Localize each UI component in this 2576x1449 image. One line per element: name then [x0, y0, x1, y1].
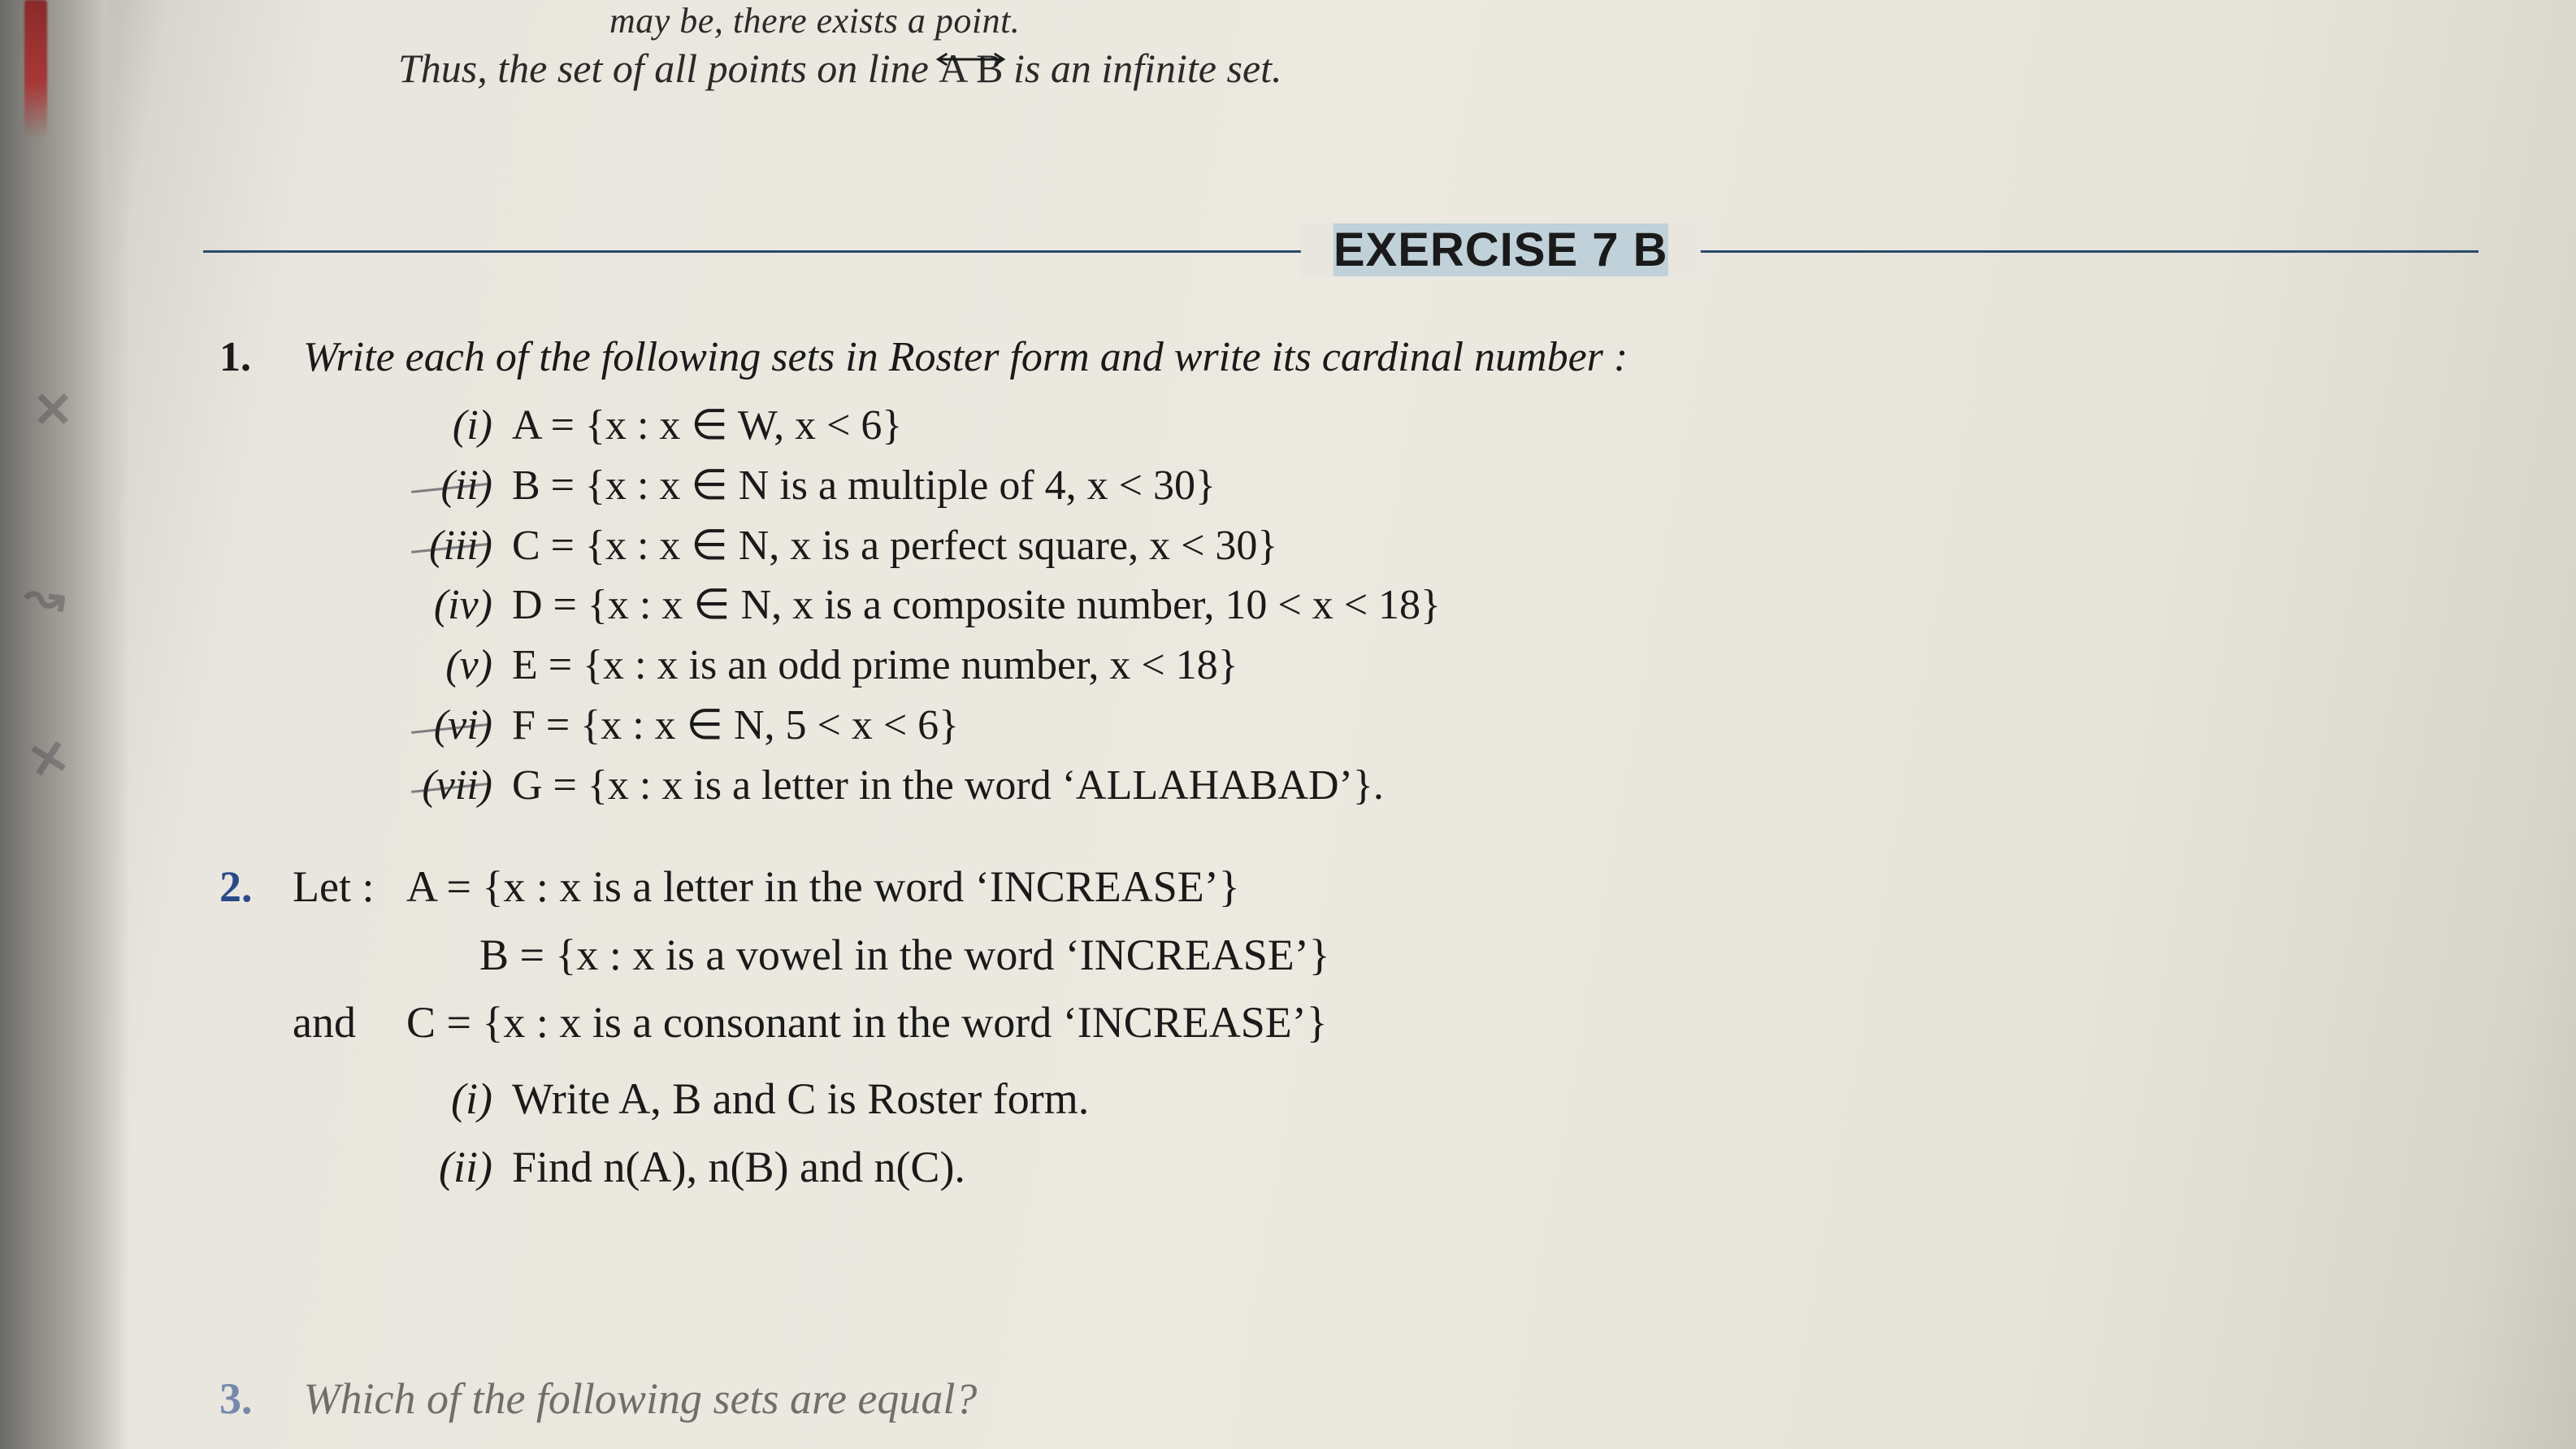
- q3-stem-text: Which of the following sets are equal?: [304, 1374, 978, 1423]
- page-content: may be, there exists a point. Thus, the …: [187, 0, 2511, 1449]
- top-partial-line2: Thus, the set of all points on line A B …: [398, 45, 2511, 92]
- q1-item: (i) A = {x : x ∈ W, x < 6}: [406, 396, 2478, 456]
- q1-item-label: (v): [406, 636, 512, 696]
- q1-stem: 1. Write each of the following sets in R…: [219, 333, 2478, 381]
- q2-line-a: 2. Let : A = {x : x is a letter in the w…: [219, 853, 2478, 922]
- q2-line-b: B = {x : x is a vowel in the word ‘INCRE…: [219, 922, 2478, 990]
- top-partial-line1: may be, there exists a point.: [609, 0, 2511, 41]
- q2-set-c: C = {x : x is a consonant in the word ‘I…: [406, 989, 1328, 1057]
- question-2: 2. Let : A = {x : x is a letter in the w…: [219, 853, 2478, 1201]
- q1-item-body: E = {x : x is an odd prime number, x < 1…: [512, 636, 2478, 696]
- top-partial-text: may be, there exists a point. Thus, the …: [187, 0, 2511, 92]
- q2-line-c: and C = {x : x is a consonant in the wor…: [219, 989, 2478, 1057]
- q2-sub-label: (ii): [406, 1134, 512, 1202]
- q1-item: (iii) C = {x : x ∈ N, x is a perfect squ…: [406, 516, 2478, 576]
- q1-item-body: D = {x : x ∈ N, x is a composite number,…: [512, 575, 2478, 636]
- q2-subitems: (i) Write A, B and C is Roster form. (ii…: [406, 1065, 2478, 1201]
- spine-red-strip: [24, 0, 47, 138]
- pencil-mark-icon: ✕: [33, 382, 73, 439]
- q1-item: (v) E = {x : x is an odd prime number, x…: [406, 636, 2478, 696]
- question-3: 3. Which of the following sets are equal…: [219, 1373, 2478, 1424]
- q1-item-label: (ii): [406, 456, 512, 516]
- q2-lead: Let :: [293, 853, 406, 922]
- q1-item-label: (i): [406, 396, 512, 456]
- q2-subitem: (ii) Find n(A), n(B) and n(C).: [406, 1134, 2478, 1202]
- section-divider: EXERCISE 7 B: [203, 203, 2478, 301]
- double-arrow-icon: [934, 30, 1008, 46]
- q1-item-body: C = {x : x ∈ N, x is a perfect square, x…: [512, 516, 2478, 576]
- q2-set-a: A = {x : x is a letter in the word ‘INCR…: [406, 853, 1240, 922]
- q1-item-label: (vi): [406, 696, 512, 756]
- pencil-mark-icon: ↝: [20, 566, 69, 628]
- q1-item: (iv) D = {x : x ∈ N, x is a composite nu…: [406, 575, 2478, 636]
- q1-item-body: B = {x : x ∈ N is a multiple of 4, x < 3…: [512, 456, 2478, 516]
- top-partial-post: is an infinite set.: [1013, 46, 1282, 91]
- q1-item: (vii) G = {x : x is a letter in the word…: [406, 756, 2478, 816]
- q1-item-body: F = {x : x ∈ N, 5 < x < 6}: [512, 696, 2478, 756]
- q1-item: (ii) B = {x : x ∈ N is a multiple of 4, …: [406, 456, 2478, 516]
- q2-sub-body: Find n(A), n(B) and n(C).: [512, 1134, 965, 1202]
- top-partial-pre: Thus, the set of all points on line: [398, 46, 939, 91]
- q2-number: 2.: [219, 853, 293, 922]
- q2-set-b: B = {x : x is a vowel in the word ‘INCRE…: [479, 922, 1330, 990]
- q1-item-label: (vii): [406, 756, 512, 816]
- exercise-label-text: EXERCISE 7 B: [1334, 223, 1668, 276]
- page-binding-shadow: [0, 0, 130, 1449]
- question-1: 1. Write each of the following sets in R…: [219, 333, 2478, 816]
- q1-items: (i) A = {x : x ∈ W, x < 6} (ii) B = {x :…: [406, 396, 2478, 816]
- q2-and: and: [293, 989, 406, 1057]
- q1-item-label: (iv): [406, 575, 512, 636]
- q1-item: (vi) F = {x : x ∈ N, 5 < x < 6}: [406, 696, 2478, 756]
- q1-item-body: A = {x : x ∈ W, x < 6}: [512, 396, 2478, 456]
- line-ab-symbol: A B: [939, 45, 1003, 92]
- q1-item-body: G = {x : x is a letter in the word ‘ALLA…: [512, 756, 2478, 816]
- q1-number: 1.: [219, 333, 293, 381]
- q2-subitem: (i) Write A, B and C is Roster form.: [406, 1065, 2478, 1134]
- divider-label: EXERCISE 7 B: [1301, 223, 1701, 277]
- q1-item-label: (iii): [406, 516, 512, 576]
- q3-number: 3.: [219, 1373, 293, 1424]
- q2-sub-label: (i): [406, 1065, 512, 1134]
- textbook-page: may be, there exists a point. Thus, the …: [0, 0, 2576, 1449]
- q2-sub-body: Write A, B and C is Roster form.: [512, 1065, 1089, 1134]
- q1-stem-text: Write each of the following sets in Rost…: [303, 334, 1628, 380]
